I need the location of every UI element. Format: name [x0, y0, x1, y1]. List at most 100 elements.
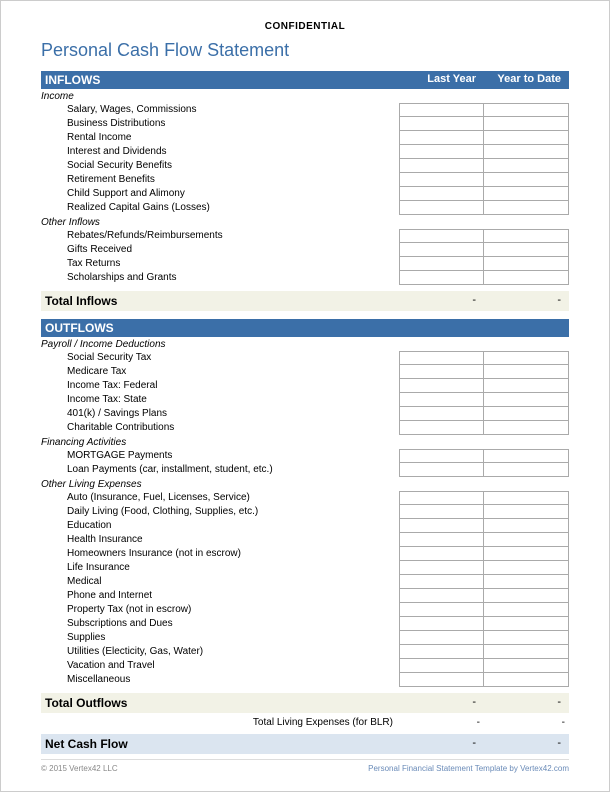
line-item-cell-ytd[interactable] — [484, 561, 569, 575]
total-inflows-c2: - — [480, 294, 565, 308]
line-item-cell-last-year[interactable] — [399, 117, 484, 131]
line-item-cell-last-year[interactable] — [399, 463, 484, 477]
line-item-cell-last-year[interactable] — [399, 659, 484, 673]
total-living-expenses-label: Total Living Expenses (for BLR) — [41, 717, 399, 728]
line-item-cell-ytd[interactable] — [484, 393, 569, 407]
line-item-cell-ytd[interactable] — [484, 145, 569, 159]
line-item-cell-ytd[interactable] — [484, 575, 569, 589]
net-cash-flow-c1: - — [395, 737, 480, 751]
line-item-cell-ytd[interactable] — [484, 187, 569, 201]
line-item-cell-last-year[interactable] — [399, 229, 484, 243]
line-item-cell-ytd[interactable] — [484, 617, 569, 631]
line-item-cell-last-year[interactable] — [399, 589, 484, 603]
line-item-cell-last-year[interactable] — [399, 243, 484, 257]
line-item-cell-ytd[interactable] — [484, 229, 569, 243]
line-item-cell-ytd[interactable] — [484, 645, 569, 659]
line-item-row: Health Insurance — [41, 533, 569, 547]
line-item-cell-last-year[interactable] — [399, 519, 484, 533]
line-item-label: Income Tax: Federal — [41, 379, 399, 393]
line-item-cell-last-year[interactable] — [399, 103, 484, 117]
line-item-cell-ytd[interactable] — [484, 159, 569, 173]
line-item-cell-ytd[interactable] — [484, 117, 569, 131]
line-item-cell-last-year[interactable] — [399, 271, 484, 285]
line-item-cell-last-year[interactable] — [399, 201, 484, 215]
line-item-row: Business Distributions — [41, 117, 569, 131]
line-item-label: Health Insurance — [41, 533, 399, 547]
inflows-body: IncomeSalary, Wages, CommissionsBusiness… — [41, 89, 569, 285]
line-item-cell-last-year[interactable] — [399, 145, 484, 159]
line-item-row: Loan Payments (car, installment, student… — [41, 463, 569, 477]
line-item-cell-ytd[interactable] — [484, 407, 569, 421]
line-item-row: MORTGAGE Payments — [41, 449, 569, 463]
line-item-cell-ytd[interactable] — [484, 519, 569, 533]
line-item-cell-ytd[interactable] — [484, 257, 569, 271]
line-item-cell-ytd[interactable] — [484, 103, 569, 117]
line-item-cell-ytd[interactable] — [484, 243, 569, 257]
line-item-cell-last-year[interactable] — [399, 449, 484, 463]
line-item-cell-ytd[interactable] — [484, 463, 569, 477]
line-item-cell-last-year[interactable] — [399, 603, 484, 617]
line-item-cell-ytd[interactable] — [484, 271, 569, 285]
line-item-label: Utilities (Electicity, Gas, Water) — [41, 645, 399, 659]
line-item-cell-last-year[interactable] — [399, 173, 484, 187]
line-item-label: 401(k) / Savings Plans — [41, 407, 399, 421]
line-item-cell-last-year[interactable] — [399, 547, 484, 561]
line-item-row: Homeowners Insurance (not in escrow) — [41, 547, 569, 561]
line-item-cell-last-year[interactable] — [399, 407, 484, 421]
line-item-row: Medicare Tax — [41, 365, 569, 379]
line-item-cell-last-year[interactable] — [399, 131, 484, 145]
line-item-cell-ytd[interactable] — [484, 505, 569, 519]
line-item-cell-last-year[interactable] — [399, 505, 484, 519]
line-item-label: Auto (Insurance, Fuel, Licenses, Service… — [41, 491, 399, 505]
line-item-label: Social Security Benefits — [41, 159, 399, 173]
line-item-cell-last-year[interactable] — [399, 631, 484, 645]
total-inflows-label: Total Inflows — [45, 294, 395, 308]
outflows-header: OUTFLOWS — [41, 319, 569, 337]
line-item-cell-ytd[interactable] — [484, 491, 569, 505]
line-item-cell-ytd[interactable] — [484, 351, 569, 365]
line-item-cell-ytd[interactable] — [484, 631, 569, 645]
line-item-row: Realized Capital Gains (Losses) — [41, 201, 569, 215]
line-item-cell-ytd[interactable] — [484, 131, 569, 145]
line-item-cell-last-year[interactable] — [399, 257, 484, 271]
line-item-cell-ytd[interactable] — [484, 449, 569, 463]
line-item-cell-last-year[interactable] — [399, 393, 484, 407]
line-item-cell-ytd[interactable] — [484, 533, 569, 547]
line-item-label: Vacation and Travel — [41, 659, 399, 673]
line-item-cell-last-year[interactable] — [399, 365, 484, 379]
line-item-cell-ytd[interactable] — [484, 365, 569, 379]
line-item-cell-ytd[interactable] — [484, 201, 569, 215]
line-item-label: Child Support and Alimony — [41, 187, 399, 201]
total-outflows-row: Total Outflows - - — [41, 693, 569, 713]
line-item-cell-last-year[interactable] — [399, 645, 484, 659]
line-item-cell-last-year[interactable] — [399, 673, 484, 687]
line-item-cell-last-year[interactable] — [399, 421, 484, 435]
line-item-row: Education — [41, 519, 569, 533]
line-item-cell-ytd[interactable] — [484, 173, 569, 187]
line-item-label: Daily Living (Food, Clothing, Supplies, … — [41, 505, 399, 519]
line-item-row: Subscriptions and Dues — [41, 617, 569, 631]
total-living-expenses-c1: - — [399, 717, 484, 728]
line-item-cell-last-year[interactable] — [399, 533, 484, 547]
line-item-cell-last-year[interactable] — [399, 617, 484, 631]
line-item-cell-ytd[interactable] — [484, 673, 569, 687]
line-item-cell-last-year[interactable] — [399, 187, 484, 201]
line-item-row: Daily Living (Food, Clothing, Supplies, … — [41, 505, 569, 519]
line-item-cell-last-year[interactable] — [399, 575, 484, 589]
inflows-header-label: INFLOWS — [45, 73, 395, 87]
line-item-row: Phone and Internet — [41, 589, 569, 603]
line-item-cell-ytd[interactable] — [484, 421, 569, 435]
line-item-cell-ytd[interactable] — [484, 659, 569, 673]
line-item-cell-last-year[interactable] — [399, 379, 484, 393]
line-item-label: Income Tax: State — [41, 393, 399, 407]
line-item-cell-ytd[interactable] — [484, 547, 569, 561]
line-item-cell-ytd[interactable] — [484, 379, 569, 393]
line-item-label: Loan Payments (car, installment, student… — [41, 463, 399, 477]
line-item-cell-last-year[interactable] — [399, 561, 484, 575]
line-item-cell-last-year[interactable] — [399, 159, 484, 173]
line-item-row: Auto (Insurance, Fuel, Licenses, Service… — [41, 491, 569, 505]
line-item-cell-last-year[interactable] — [399, 351, 484, 365]
line-item-cell-ytd[interactable] — [484, 589, 569, 603]
line-item-cell-ytd[interactable] — [484, 603, 569, 617]
line-item-cell-last-year[interactable] — [399, 491, 484, 505]
